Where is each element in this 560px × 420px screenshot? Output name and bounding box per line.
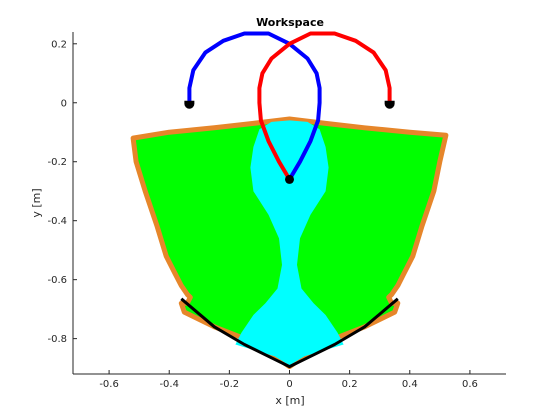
y-tick-label: -0.2 (47, 157, 67, 168)
x-tick-label: 0.2 (342, 379, 358, 390)
y-tick-label: -0.6 (47, 275, 67, 286)
x-tick-label: -0.4 (159, 379, 179, 390)
y-tick-label: 0 (61, 98, 67, 109)
base-joint-right (384, 100, 395, 109)
x-tick-label: -0.6 (99, 379, 119, 390)
workspace-inner-region (235, 120, 344, 366)
axes: -0.6 -0.4 -0.2 0 0.2 0.4 0.6 0.2 0 -0.2 -0.4 -0.6 -0… (47, 32, 506, 390)
y-tick-label: -0.4 (47, 216, 67, 227)
x-tick-label: 0.4 (402, 379, 418, 390)
y-tick-label: 0.2 (51, 39, 67, 50)
plot-area (130, 31, 449, 370)
base-joint-left (184, 100, 195, 109)
x-tick-label: 0.6 (462, 379, 478, 390)
workspace-lower-boundary (180, 297, 399, 369)
x-tick-label: 0 (286, 379, 292, 390)
y-tick-label: -0.8 (47, 334, 67, 345)
right-arm-curve (257, 31, 392, 182)
y-axis-label: y [m] (30, 188, 43, 217)
left-arm-curve (187, 31, 322, 182)
chart-title: Workspace (256, 16, 324, 29)
x-axis-label: x [m] (275, 394, 304, 407)
end-effector-point (285, 174, 294, 184)
x-tick-label: -0.2 (220, 379, 240, 390)
